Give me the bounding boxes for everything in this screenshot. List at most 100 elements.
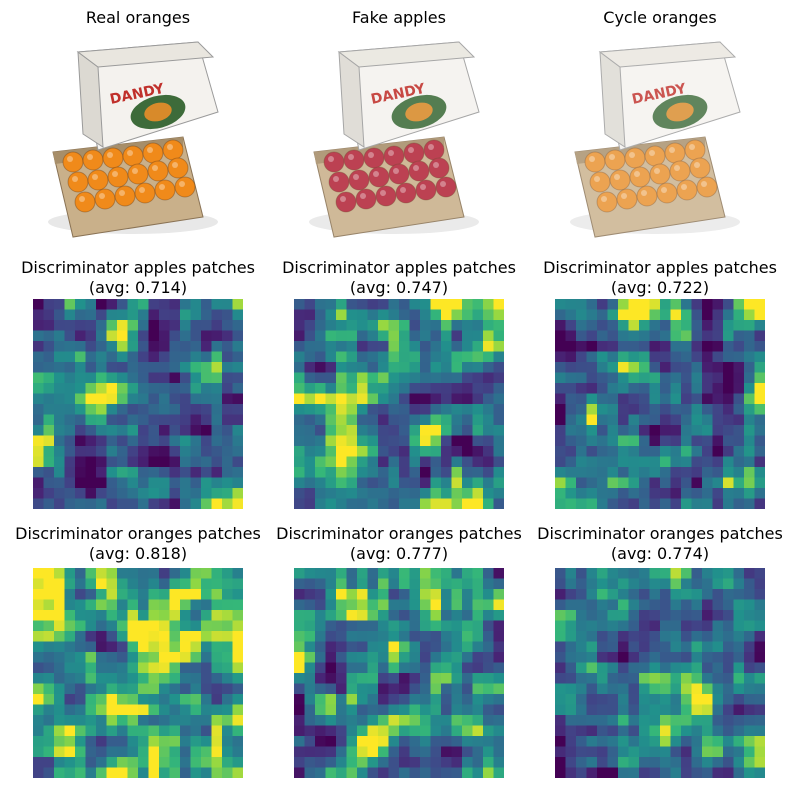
heatmap-cell bbox=[409, 610, 421, 622]
heatmap-cell bbox=[148, 683, 160, 695]
heatmap-cell bbox=[618, 620, 630, 632]
heatmap-cell bbox=[472, 610, 484, 622]
heatmap-cell bbox=[75, 320, 87, 332]
heatmap-cell bbox=[430, 309, 442, 321]
heatmap-cell bbox=[159, 372, 171, 384]
heatmap-cell bbox=[106, 662, 118, 674]
heatmap-cell bbox=[420, 578, 432, 590]
heatmap-cell bbox=[159, 320, 171, 332]
heatmap-cell bbox=[106, 404, 118, 416]
heatmap-cell bbox=[754, 372, 765, 384]
heatmap-cell bbox=[138, 683, 150, 695]
heatmap-cell bbox=[325, 694, 337, 706]
heatmap-cell bbox=[493, 372, 504, 384]
heatmap-cell bbox=[211, 767, 223, 778]
heatmap-cell bbox=[388, 309, 400, 321]
heatmap-cell bbox=[294, 372, 306, 384]
heatmap-cell bbox=[378, 372, 390, 384]
heatmap-cell bbox=[304, 767, 316, 778]
heatmap-cell bbox=[138, 662, 150, 674]
heatmap-cell bbox=[43, 330, 55, 342]
heatmap-cell bbox=[315, 589, 327, 601]
heatmap-cell bbox=[325, 341, 337, 353]
heatmap-cell bbox=[754, 425, 765, 437]
heatmap-cell bbox=[618, 404, 630, 416]
heatmap-cell bbox=[75, 467, 87, 479]
heatmap-cell bbox=[190, 341, 202, 353]
heatmap-cell bbox=[744, 746, 756, 758]
heatmap-cell bbox=[493, 704, 504, 716]
heatmap-cell bbox=[462, 477, 474, 489]
heatmap-cell bbox=[472, 725, 484, 737]
heatmap-cell bbox=[441, 341, 453, 353]
heatmap-cell bbox=[555, 320, 567, 332]
heatmap-cell bbox=[451, 425, 463, 437]
heatmap-cell bbox=[597, 435, 609, 447]
heatmap-cell bbox=[159, 694, 171, 706]
heatmap-cell bbox=[441, 746, 453, 758]
heatmap-cell bbox=[441, 631, 453, 643]
heatmap-cell bbox=[472, 704, 484, 716]
heatmap-cell bbox=[628, 662, 640, 674]
heatmap-cell bbox=[712, 362, 724, 374]
title-fake-apples: Fake apples bbox=[352, 8, 446, 27]
heatmap-cell bbox=[148, 320, 160, 332]
heatmap-cell bbox=[148, 641, 160, 653]
heatmap-cell bbox=[106, 599, 118, 611]
heatmap-cell bbox=[180, 299, 192, 311]
heatmap-cell bbox=[420, 456, 432, 468]
heatmap-cell bbox=[723, 404, 735, 416]
heatmap-cell bbox=[388, 767, 400, 778]
heatmap-cell bbox=[346, 620, 358, 632]
heatmap-cell bbox=[190, 362, 202, 374]
heatmap-cell bbox=[681, 767, 693, 778]
heatmap-cell bbox=[430, 673, 442, 685]
heatmap-cell bbox=[649, 715, 661, 727]
heatmap-cell bbox=[325, 404, 337, 416]
heatmap-cell bbox=[117, 351, 129, 363]
heatmap-cell bbox=[462, 393, 474, 405]
heatmap-cell bbox=[660, 330, 672, 342]
heatmap-cell bbox=[754, 330, 765, 342]
heatmap-cell bbox=[565, 351, 577, 363]
heatmap-cell bbox=[702, 683, 714, 695]
heatmap-cell bbox=[85, 383, 97, 395]
heatmap-cell bbox=[420, 488, 432, 500]
heatmap-cell bbox=[357, 446, 369, 458]
heatmap-cell bbox=[430, 477, 442, 489]
heatmap-cell bbox=[211, 641, 223, 653]
heatmap-cell bbox=[64, 330, 76, 342]
heatmap-cell bbox=[744, 662, 756, 674]
heatmap-cell bbox=[702, 589, 714, 601]
heatmap-cell bbox=[43, 320, 55, 332]
heatmap-cell bbox=[691, 610, 703, 622]
heatmap-cell bbox=[681, 372, 693, 384]
heatmap-cell bbox=[388, 372, 400, 384]
heatmap-cell bbox=[702, 620, 714, 632]
heatmap-cell bbox=[85, 372, 97, 384]
heatmap-cell bbox=[430, 715, 442, 727]
heatmap-cell bbox=[211, 568, 223, 580]
heatmap-cell bbox=[232, 599, 243, 611]
heatmap-cell bbox=[388, 446, 400, 458]
heatmap-cell bbox=[388, 746, 400, 758]
heatmap-cell bbox=[159, 404, 171, 416]
heatmap-cell bbox=[483, 568, 495, 580]
heatmap-cell bbox=[409, 767, 421, 778]
heatmap-cell bbox=[315, 488, 327, 500]
heatmap-cell bbox=[106, 568, 118, 580]
heatmap-cell bbox=[702, 498, 714, 509]
heatmap-cell bbox=[232, 383, 243, 395]
heatmap-cell bbox=[96, 435, 108, 447]
heatmap-cell bbox=[670, 435, 682, 447]
heatmap-cell bbox=[723, 715, 735, 727]
heatmap-cell bbox=[691, 393, 703, 405]
heatmap-cell bbox=[54, 568, 66, 580]
heatmap-cell bbox=[180, 341, 192, 353]
heatmap-cell bbox=[357, 568, 369, 580]
heatmap-cell bbox=[75, 309, 87, 321]
heatmap-cell bbox=[33, 498, 45, 509]
heatmap-cell bbox=[702, 456, 714, 468]
heatmap-cell bbox=[43, 589, 55, 601]
heatmap-cell bbox=[660, 383, 672, 395]
